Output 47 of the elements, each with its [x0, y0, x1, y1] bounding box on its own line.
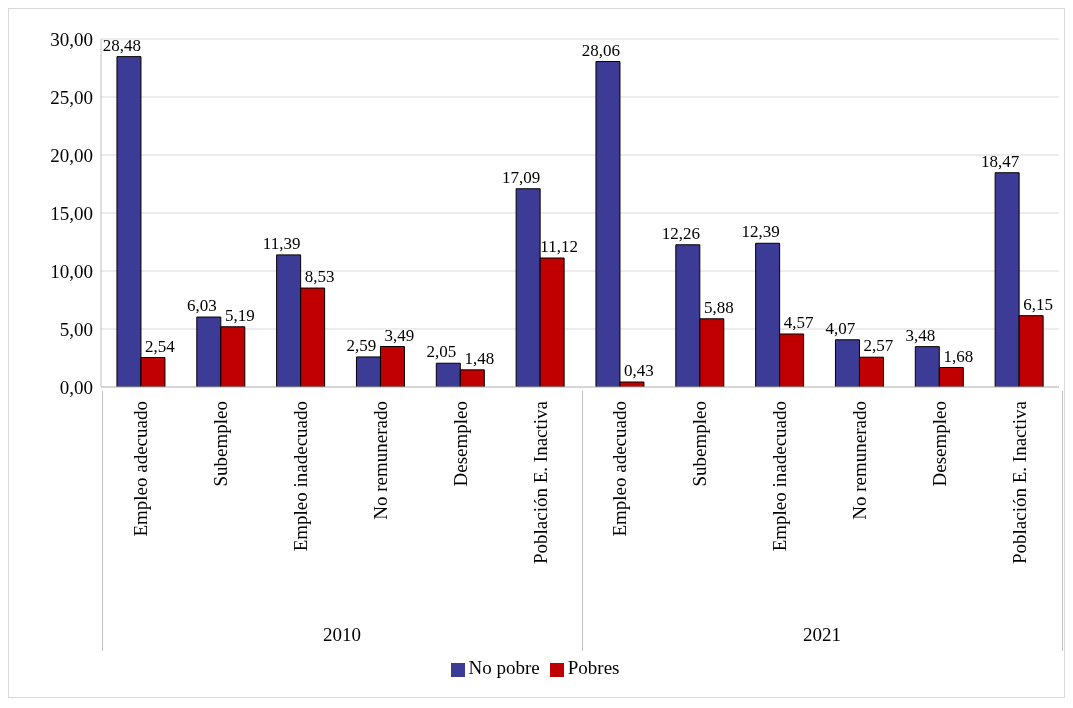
legend-label: Pobres	[567, 657, 620, 678]
data-label: 3,48	[905, 325, 936, 345]
data-label: 12,26	[661, 223, 700, 243]
data-label: 2,05	[426, 342, 457, 362]
y-tick-label: 25,00	[50, 86, 93, 108]
x-tick-label: Empleo adecuado	[609, 401, 631, 537]
y-tick-label: 30,00	[50, 28, 93, 50]
legend-label: No pobre	[468, 657, 540, 678]
y-tick-label: 0,00	[59, 376, 93, 398]
data-label: 11,39	[262, 233, 301, 253]
x-tick-label: Población E. Inactiva	[529, 400, 551, 565]
data-label: 6,15	[1023, 294, 1054, 314]
x-tick-label: Subempleo	[689, 401, 711, 487]
data-label: 2,54	[145, 336, 176, 356]
data-label: 1,48	[464, 348, 495, 368]
data-label: 18,47	[981, 151, 1020, 171]
data-label: 4,57	[783, 312, 815, 332]
x-tick-label: Desempleo	[449, 401, 471, 487]
x-tick-label: No remunerado	[369, 401, 391, 520]
data-label: 8,53	[304, 267, 335, 287]
x-tick-label: Empleo adecuado	[130, 401, 152, 537]
data-label: 28,06	[581, 40, 621, 60]
x-tick-label: Empleo inadecuado	[769, 401, 791, 552]
y-tick-label: 10,00	[50, 260, 93, 282]
x-tick-label: Subempleo	[210, 401, 232, 487]
data-label: 11,12	[540, 237, 578, 257]
data-label: 28,48	[102, 35, 142, 55]
y-tick-label: 20,00	[50, 144, 93, 166]
data-label: 4,07	[825, 318, 856, 338]
x-tick-label: No remunerado	[848, 401, 870, 520]
y-tick-label: 5,00	[59, 318, 93, 340]
data-label: 17,09	[502, 167, 541, 187]
data-label: 5,88	[703, 297, 734, 317]
data-label: 12,39	[741, 222, 780, 242]
data-label: 6,03	[186, 296, 217, 316]
text: 2021	[802, 624, 842, 646]
data-label: 2,59	[346, 335, 377, 355]
data-label: 1,68	[943, 346, 974, 366]
data-label: 0,43	[624, 361, 654, 381]
data-label: 2,57	[863, 336, 894, 356]
x-tick-label: Desempleo	[928, 401, 950, 487]
x-tick-label: Población E. Inactiva	[1008, 400, 1030, 565]
data-label: 3,49	[384, 325, 415, 345]
x-tick-label: Empleo inadecuado	[290, 401, 312, 552]
y-tick-label: 15,00	[50, 202, 93, 224]
data-label: 5,19	[224, 305, 255, 325]
text: 2010	[322, 624, 362, 646]
